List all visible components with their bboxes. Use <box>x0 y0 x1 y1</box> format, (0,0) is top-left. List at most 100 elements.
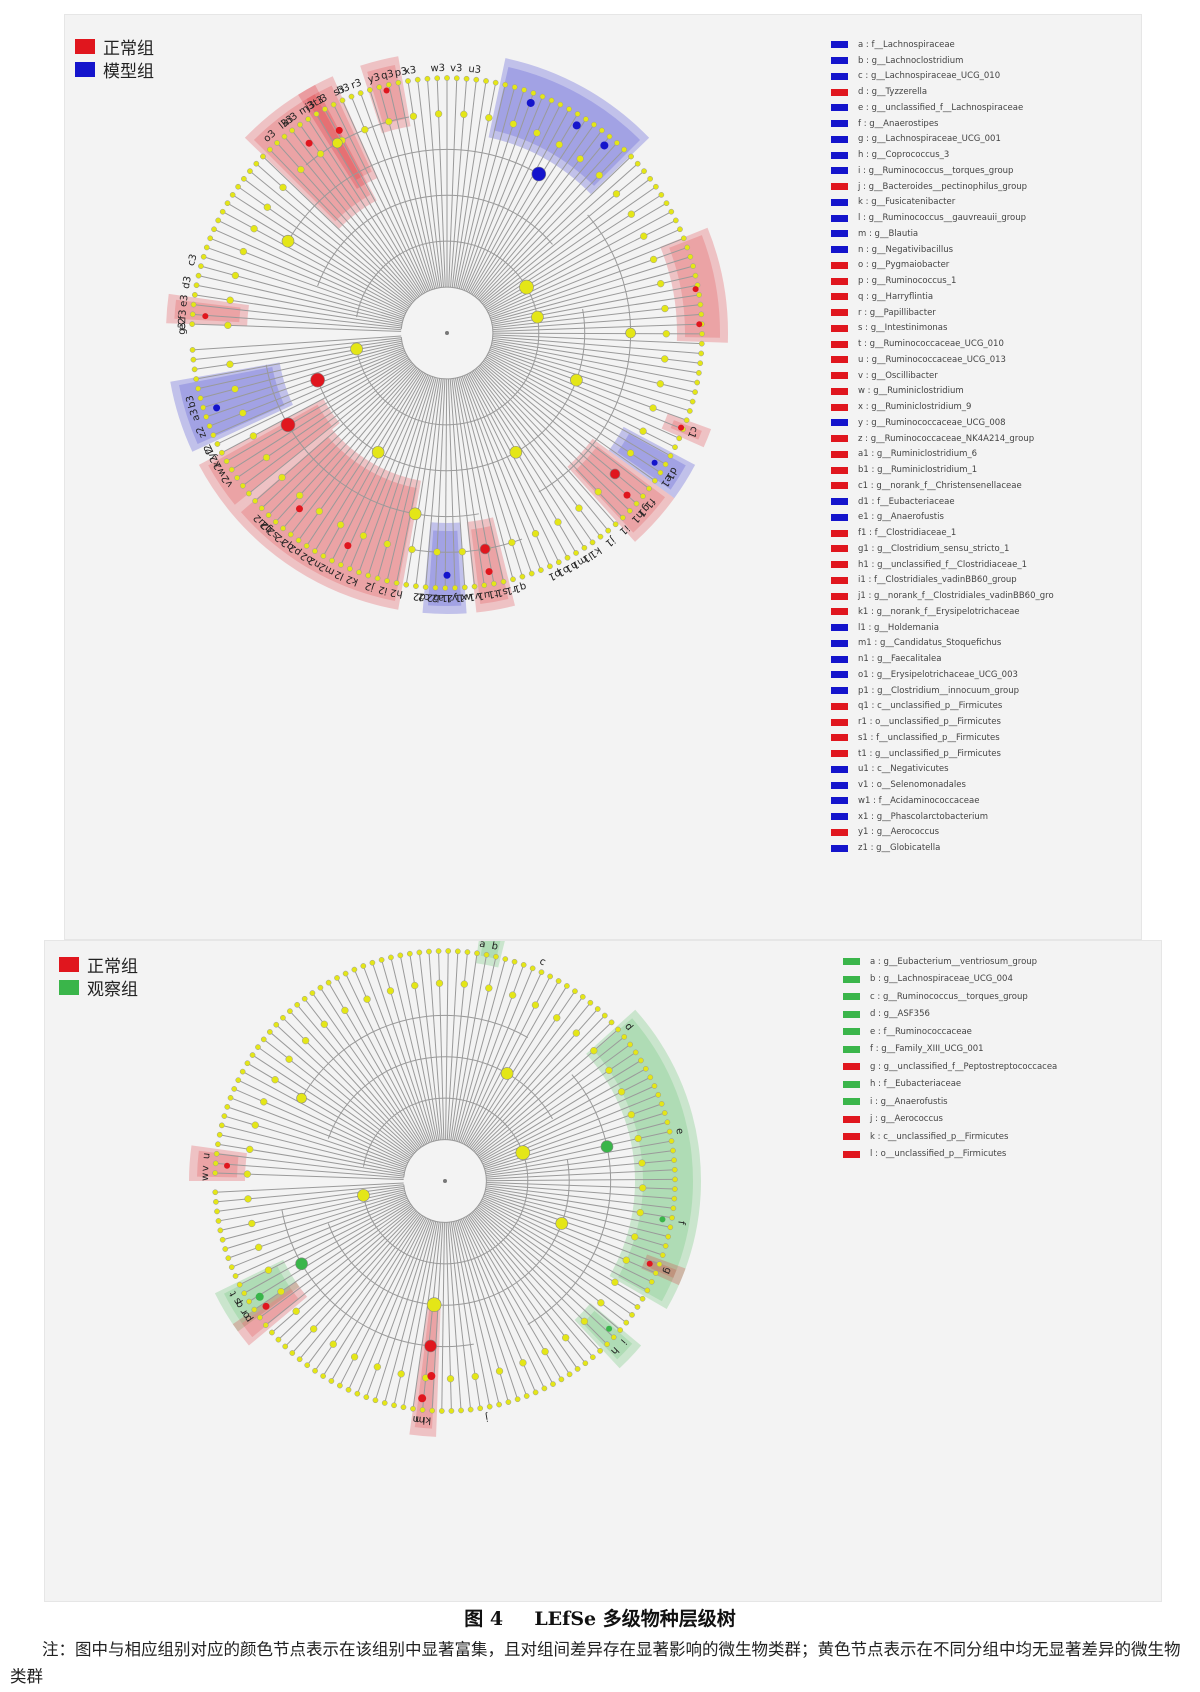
neutral-node <box>555 1217 569 1230</box>
leaf-node <box>274 140 280 146</box>
leaf-node <box>573 550 579 556</box>
clade-legend-swatch <box>831 844 848 852</box>
branch-spoke <box>289 1010 418 1151</box>
leaf-node <box>646 485 652 492</box>
branch-spoke <box>480 363 637 504</box>
leaf-node <box>461 584 468 591</box>
leaf-node <box>189 321 196 327</box>
clade-legend-item: a : f__Lachnospiraceae <box>831 37 1054 53</box>
clade-legend-item: v1 : o__Selenomonadales <box>831 777 1054 793</box>
clade-legend-item: l1 : g__Holdemania <box>831 620 1054 636</box>
branch-spoke <box>451 378 476 587</box>
clade-legend-swatch <box>831 513 848 521</box>
clade-legend-swatch <box>831 57 848 65</box>
branch-spoke <box>402 1221 439 1408</box>
genus-node <box>638 1159 646 1167</box>
clade-label: h3 <box>336 82 352 97</box>
legend-swatch-observe <box>59 980 79 995</box>
leaf-node <box>360 963 367 969</box>
clade-legend-item: o : g__Pygmaiobacter <box>831 258 1054 274</box>
clade-label: n1 <box>563 559 579 575</box>
clade-legend-item: d : g__Tyzzerella <box>831 84 1054 100</box>
branch-spoke <box>242 360 411 487</box>
clade-legend-swatch <box>831 608 848 616</box>
clade-legend-item: q : g__Harryflintia <box>831 289 1054 305</box>
leaf-node <box>528 570 535 577</box>
branch-spoke <box>484 1121 668 1171</box>
genus-node <box>572 1029 580 1037</box>
branch-spoke <box>453 956 497 1141</box>
branch-spoke <box>492 334 702 345</box>
branch-spoke <box>196 340 402 380</box>
leaf-node <box>438 1408 445 1414</box>
clade-highlight <box>475 941 505 968</box>
neutral-node <box>296 1092 307 1104</box>
branch-spoke <box>450 953 478 1141</box>
genus-node <box>627 210 635 218</box>
clade-legend-text: n1 : g__Faecalitalea <box>858 654 942 665</box>
clade-label: n2 <box>306 554 323 570</box>
clade-legend-item: s : g__Intestinimonas <box>831 321 1054 337</box>
leaf-node <box>195 385 201 392</box>
branch-spoke <box>386 377 437 581</box>
clade-highlight <box>231 429 421 610</box>
branch-spoke <box>469 1213 586 1364</box>
clade-legend-text: a : g__Eubacterium__ventriosum_group <box>870 956 1038 967</box>
leaf-node <box>322 106 328 112</box>
clade-legend-item: u1 : c__Negativicutes <box>831 762 1054 778</box>
clade-legend-item: r : g__Papillibacter <box>831 305 1054 321</box>
clade-legend-text: u1 : c__Negativicutes <box>858 764 949 775</box>
clade-legend-item: b : g__Lachnospiraceae_UCG_004 <box>843 971 1057 989</box>
clade-label: r1 <box>505 583 518 596</box>
leaf-node <box>696 370 702 376</box>
branch-spoke <box>219 1134 405 1174</box>
clade-label: a <box>479 941 487 950</box>
enriched-node <box>262 1302 270 1310</box>
leaf-node <box>541 1385 548 1392</box>
branch-spoke <box>196 284 403 325</box>
clade-legend-text: k : g__Fusicatenibacter <box>858 197 956 208</box>
branch-spoke <box>483 1094 659 1166</box>
branch-spoke <box>491 265 694 322</box>
leaf-node <box>313 111 320 117</box>
genus-node <box>533 129 541 137</box>
leaf-node <box>218 1122 225 1129</box>
branch-spoke <box>358 375 432 573</box>
clade-legend-item: t : g__Ruminococcaceae_UCG_010 <box>831 336 1054 352</box>
branch-spoke <box>441 1222 445 1411</box>
branch-spoke <box>221 1124 405 1172</box>
branch-spoke <box>488 228 681 315</box>
clade-legend-swatch <box>831 561 848 569</box>
enriched-node <box>424 1339 437 1353</box>
clade-label: w <box>200 1173 211 1181</box>
branch-spoke <box>476 367 617 525</box>
leaf-node <box>599 127 605 134</box>
clade-highlight <box>466 517 515 613</box>
leaf-node <box>647 175 653 182</box>
leaf-node <box>671 1195 678 1202</box>
leaf-node <box>474 950 480 957</box>
branch-spoke <box>307 118 423 295</box>
clade-label: c3 <box>186 253 200 267</box>
leaf-node <box>234 474 240 481</box>
leaf-node <box>614 140 620 146</box>
leaf-node <box>676 435 683 442</box>
branch-spoke <box>262 156 415 302</box>
branch-spoke <box>445 1222 452 1411</box>
branch-spoke <box>369 89 434 290</box>
branch-spoke <box>418 952 441 1140</box>
leaf-node <box>236 1281 243 1288</box>
clade-legend-item: p1 : g__Clostridium__innocuum_group <box>831 683 1054 699</box>
clade-label: j2 <box>364 579 377 592</box>
leaf-node <box>213 1198 219 1205</box>
leaf-node <box>249 1052 256 1058</box>
branch-spoke <box>227 202 408 311</box>
branch-spoke <box>461 972 542 1144</box>
branch-spoke <box>481 1200 648 1291</box>
leaf-node <box>505 1399 512 1405</box>
genus-node <box>277 1287 285 1296</box>
clade-legend-text: l : g__Ruminococcus__gauvreauii_group <box>858 213 1027 224</box>
neutral-node <box>625 327 636 339</box>
branch-spoke <box>451 954 488 1141</box>
